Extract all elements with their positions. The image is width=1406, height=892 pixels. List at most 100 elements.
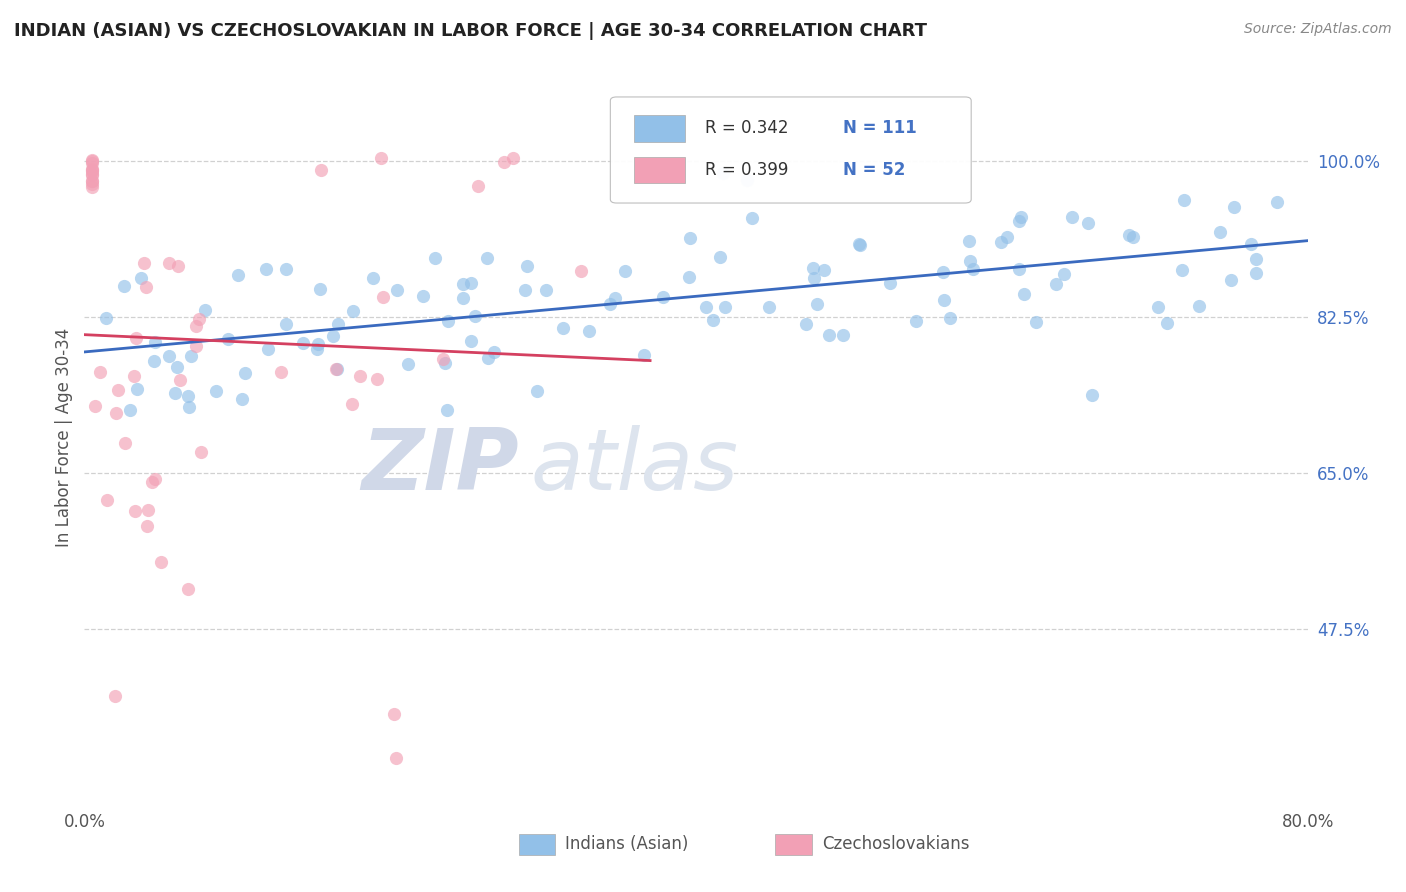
Point — [434, 356, 457, 370]
Text: atlas: atlas — [531, 425, 738, 508]
Point — [1156, 316, 1178, 330]
Point — [1265, 195, 1288, 210]
Point — [818, 328, 841, 343]
Point — [879, 277, 901, 291]
Text: N = 52: N = 52 — [842, 161, 905, 179]
Point — [80, 164, 103, 178]
Point — [132, 256, 155, 270]
Point — [83, 399, 105, 413]
Point — [990, 235, 1012, 250]
Point — [187, 311, 209, 326]
Point — [513, 283, 536, 297]
Point — [995, 230, 1018, 244]
Point — [1220, 273, 1243, 287]
Point — [1173, 193, 1195, 207]
Point — [502, 151, 524, 165]
Point — [274, 318, 297, 332]
Point — [89, 366, 111, 380]
Point — [105, 406, 128, 420]
Point — [325, 361, 347, 376]
Point — [1146, 300, 1168, 314]
Point — [370, 151, 392, 165]
Point — [1062, 210, 1084, 224]
Point — [477, 252, 499, 266]
Point — [349, 368, 371, 383]
Bar — [519, 833, 555, 855]
Point — [451, 277, 474, 291]
Point — [1246, 266, 1268, 280]
Bar — [776, 833, 813, 855]
Point — [136, 503, 159, 517]
Text: R = 0.399: R = 0.399 — [704, 161, 787, 179]
Point — [361, 270, 384, 285]
Point — [135, 519, 157, 533]
Point — [112, 278, 135, 293]
Point — [423, 251, 446, 265]
Point — [702, 313, 724, 327]
FancyBboxPatch shape — [610, 97, 972, 203]
Point — [157, 349, 180, 363]
Point — [80, 161, 103, 176]
Point — [309, 283, 332, 297]
Point — [436, 403, 458, 417]
Point — [107, 383, 129, 397]
Point — [741, 211, 763, 226]
Text: R = 0.342: R = 0.342 — [704, 120, 787, 137]
Point — [849, 238, 872, 252]
Point — [385, 751, 408, 765]
Point — [709, 250, 731, 264]
Point — [309, 163, 332, 178]
Point — [803, 271, 825, 285]
Point — [1008, 261, 1031, 276]
Point — [1053, 267, 1076, 281]
Point — [80, 174, 103, 188]
Point — [678, 270, 700, 285]
Point — [270, 365, 292, 379]
Point — [651, 290, 673, 304]
Point — [177, 400, 200, 414]
Bar — [634, 115, 685, 142]
Point — [832, 327, 855, 342]
Point — [633, 348, 655, 362]
Point — [80, 168, 103, 182]
Point — [96, 492, 118, 507]
Point — [957, 235, 980, 249]
Point — [142, 353, 165, 368]
Point — [794, 317, 817, 331]
Point — [1008, 214, 1031, 228]
Point — [695, 300, 717, 314]
Point — [1240, 236, 1263, 251]
Point — [190, 444, 212, 458]
Point — [186, 339, 208, 353]
Point — [256, 342, 278, 356]
Point — [679, 231, 702, 245]
Text: ZIP: ZIP — [361, 425, 519, 508]
Point — [1122, 230, 1144, 244]
Point — [382, 706, 405, 721]
Point — [932, 293, 955, 307]
Point — [129, 271, 152, 285]
Point — [848, 236, 870, 251]
Text: INDIAN (ASIAN) VS CZECHOSLOVAKIAN IN LABOR FORCE | AGE 30-34 CORRELATION CHART: INDIAN (ASIAN) VS CZECHOSLOVAKIAN IN LAB… — [14, 22, 927, 40]
Point — [80, 180, 103, 194]
Point — [167, 259, 190, 273]
Point — [412, 289, 434, 303]
Point — [307, 336, 329, 351]
Point — [118, 402, 141, 417]
Point — [1010, 210, 1032, 224]
Point — [169, 373, 191, 387]
Point — [477, 351, 499, 366]
Point — [233, 366, 256, 380]
Point — [432, 351, 454, 366]
Point — [326, 317, 349, 331]
Point — [254, 262, 277, 277]
Point — [735, 173, 758, 187]
Point — [342, 397, 364, 411]
Point — [1025, 315, 1047, 329]
Y-axis label: In Labor Force | Age 30-34: In Labor Force | Age 30-34 — [55, 327, 73, 547]
Text: Indians (Asian): Indians (Asian) — [565, 836, 689, 854]
Point — [143, 335, 166, 350]
Point — [599, 296, 621, 310]
Point — [80, 167, 103, 181]
Point — [80, 154, 103, 169]
